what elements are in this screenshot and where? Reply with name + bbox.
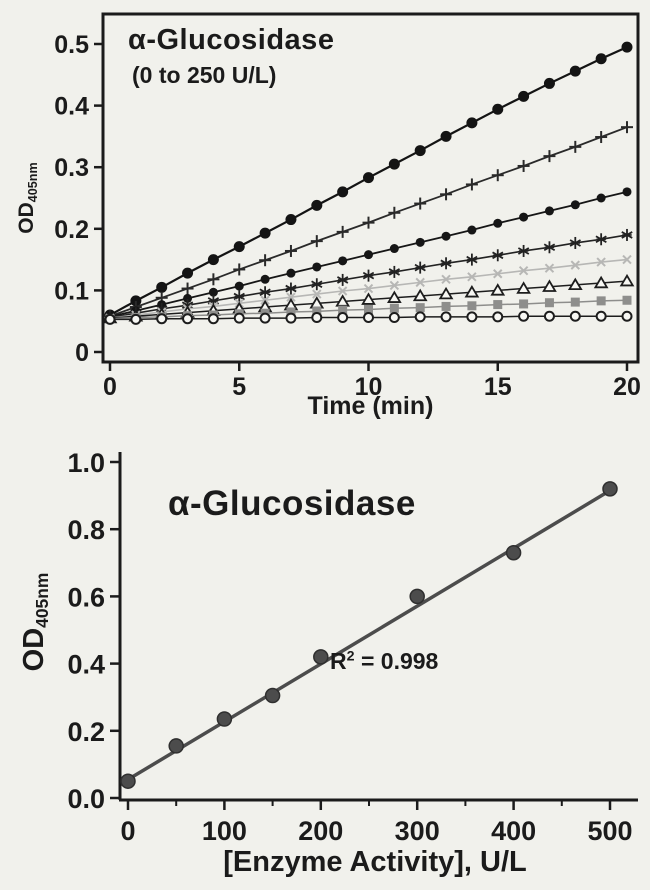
kinetics-ylabel-main: OD <box>15 202 38 234</box>
svg-text:0.6: 0.6 <box>67 582 105 612</box>
svg-text:0.4: 0.4 <box>67 650 105 680</box>
svg-text:0: 0 <box>103 373 117 401</box>
kinetics-subtitle: (0 to 250 U/L) <box>132 62 277 88</box>
standard-curve-plot-svg: 0.0 0.2 0.4 0.6 0.8 1.0 0 100 200 300 400 500 <box>67 448 638 846</box>
svg-text:300: 300 <box>395 816 440 846</box>
svg-text:1.0: 1.0 <box>67 448 105 478</box>
kinetics-yaxis-label: OD405nm <box>15 108 41 288</box>
svg-text:500: 500 <box>587 816 632 846</box>
standard-curve-ylabel-main: OD <box>18 627 50 672</box>
standard-curve-ylabel-subscript: 405nm <box>32 572 53 628</box>
svg-text:0.8: 0.8 <box>67 515 105 545</box>
svg-text:0.2: 0.2 <box>54 216 89 244</box>
kinetics-ylabel-subscript: 405nm <box>25 162 40 203</box>
kinetics-chart: 0 5 10 15 20 0 0.1 0.2 0.3 0.4 0.5 α-Glucosidase (… <box>0 0 650 440</box>
svg-text:10: 10 <box>355 373 383 401</box>
svg-text:0: 0 <box>75 339 89 367</box>
standard-curve-title: α-Glucosidase <box>168 484 416 523</box>
svg-text:200: 200 <box>298 816 343 846</box>
svg-text:0.4: 0.4 <box>54 93 89 121</box>
svg-text:0: 0 <box>120 816 135 846</box>
r-squared-annotation: R2 = 0.998 <box>330 648 439 674</box>
svg-text:20: 20 <box>613 373 641 401</box>
standard-curve-chart: 0.0 0.2 0.4 0.6 0.8 1.0 0 100 200 300 400 500 α-Glu… <box>0 440 650 890</box>
svg-text:0.2: 0.2 <box>67 717 105 747</box>
svg-text:0.1: 0.1 <box>54 277 89 305</box>
svg-text:400: 400 <box>491 816 536 846</box>
svg-text:0.0: 0.0 <box>67 784 105 814</box>
svg-text:5: 5 <box>232 373 246 401</box>
standard-curve-yaxis-label: OD405nm <box>18 527 52 717</box>
kinetics-plot-svg: 0 5 10 15 20 0 0.1 0.2 0.3 0.4 0.5 <box>54 12 641 401</box>
kinetics-title: α-Glucosidase <box>128 24 335 56</box>
svg-text:15: 15 <box>484 373 512 401</box>
kinetics-xaxis-label: Time (min) <box>307 392 434 420</box>
svg-text:0.5: 0.5 <box>54 31 89 59</box>
svg-text:0.3: 0.3 <box>54 154 89 182</box>
svg-text:100: 100 <box>202 816 247 846</box>
standard-curve-xaxis-label: [Enzyme Activity], U/L <box>223 846 527 878</box>
